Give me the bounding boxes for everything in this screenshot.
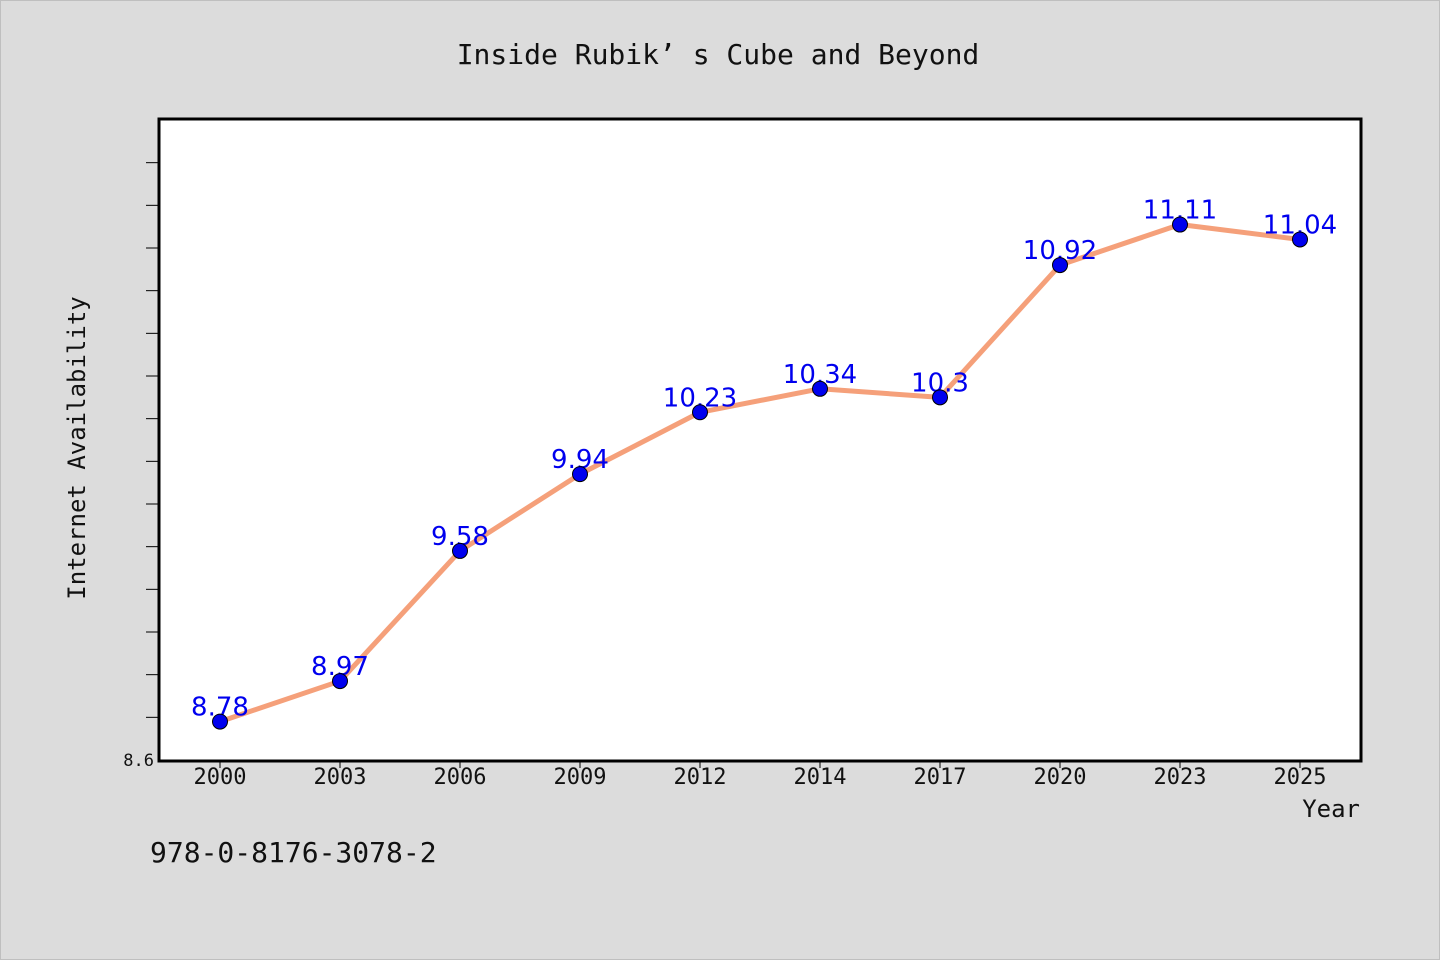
y-tick-label: 8.6 (123, 751, 154, 771)
data-point (1292, 231, 1308, 248)
series-line (217, 222, 1303, 725)
data-point (692, 404, 708, 421)
data-point (1052, 257, 1068, 274)
chart-title: Inside Rubik’ s Cube and Beyond (457, 38, 980, 71)
x-tick-label: 2017 (914, 765, 967, 790)
x-axis-ticks: 2000 2003 2006 2009 2012 2014 2017 2020 2023 2025 (194, 760, 1327, 790)
data-point (572, 466, 588, 483)
data-point (452, 542, 468, 559)
data-point (932, 389, 948, 406)
x-tick-label: 2025 (1274, 765, 1327, 790)
x-tick-label: 2014 (794, 765, 847, 790)
isbn-text: 978-0-8176-3078-2 (150, 836, 437, 869)
data-point (812, 380, 828, 397)
plot-area (157, 117, 1363, 763)
x-tick-label: 2003 (314, 765, 367, 790)
x-tick-label: 2009 (554, 765, 607, 790)
x-tick-label: 2006 (434, 765, 487, 790)
x-tick-label: 2023 (1154, 765, 1207, 790)
x-axis-label: Year (1302, 795, 1360, 823)
data-point (332, 673, 348, 690)
x-tick-label: 2020 (1034, 765, 1087, 790)
data-point (1172, 216, 1188, 233)
y-axis-ticks: 8.6 (123, 162, 160, 771)
x-tick-label: 2012 (674, 765, 727, 790)
data-point (212, 713, 228, 730)
y-axis-label: Internet Availability (63, 296, 91, 599)
x-tick-label: 2000 (194, 765, 247, 790)
